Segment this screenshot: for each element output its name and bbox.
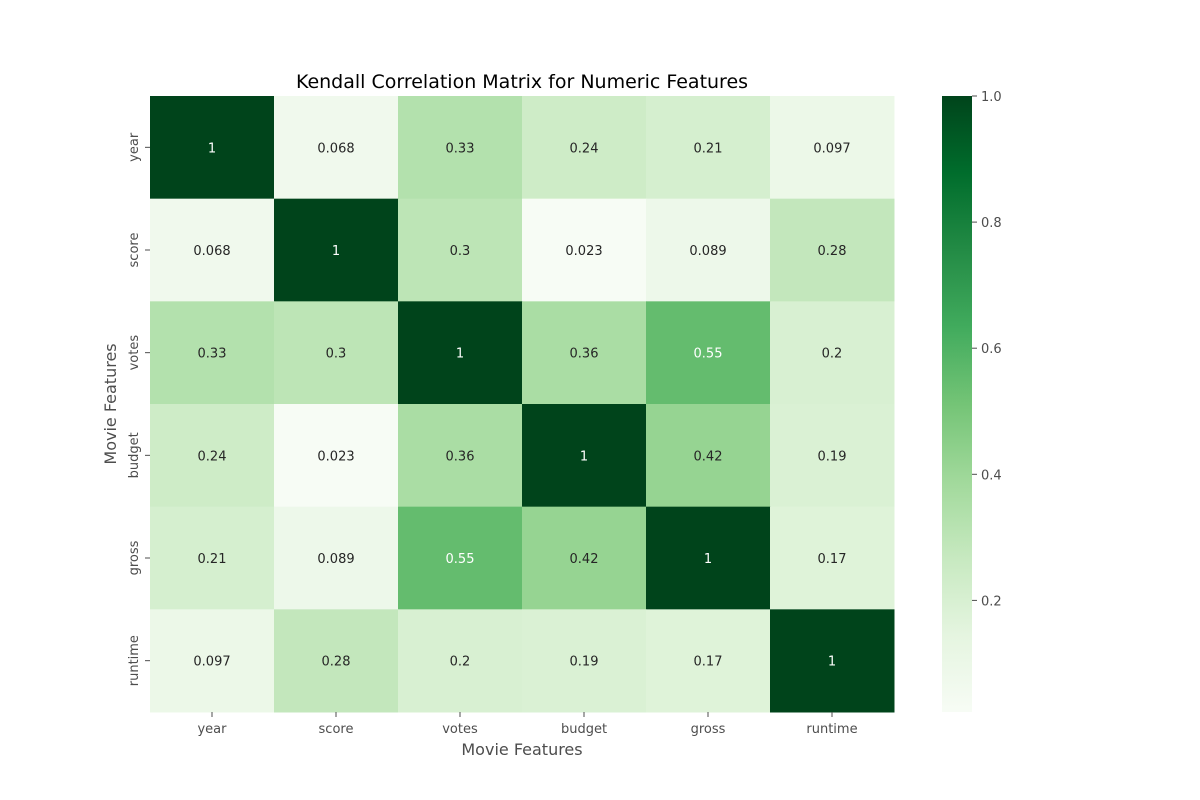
cell-value-label: 0.17 [818, 552, 847, 567]
heatmap-cell-year-score [274, 96, 399, 200]
heatmap-cell-score-year [150, 198, 275, 302]
cell-value-label: 0.089 [317, 552, 354, 567]
cell-value-label: 0.36 [570, 347, 599, 362]
heatmap-cell-year-runtime [770, 96, 895, 200]
heatmap-cell-year-budget [522, 96, 647, 200]
cell-value-label: 1 [208, 141, 216, 156]
x-tick-label-score: score [319, 722, 354, 737]
heatmap-cell-year-gross [646, 96, 771, 200]
colorbar-tick-label: 0.8 [981, 216, 1002, 231]
heatmap-cell-votes-budget [522, 301, 647, 405]
y-axis-label: Movie Features [101, 343, 120, 464]
cell-value-label: 0.023 [317, 449, 354, 464]
heatmap-cell-runtime-runtime [770, 609, 895, 713]
y-tick-label-score: score [127, 233, 142, 268]
cell-value-label: 0.17 [694, 655, 723, 670]
cell-value-label: 0.28 [322, 655, 351, 670]
heatmap-cell-votes-year [150, 301, 275, 405]
heatmap-cell-runtime-votes [398, 609, 523, 713]
cell-value-label: 0.55 [446, 552, 475, 567]
heatmap-cell-score-budget [522, 198, 647, 302]
colorbar-tick-label: 0.4 [981, 468, 1002, 483]
heatmap-cell-budget-budget [522, 404, 647, 508]
heatmap-cell-score-gross [646, 198, 771, 302]
cell-value-label: 0.068 [193, 244, 230, 259]
cell-value-label: 0.089 [689, 244, 726, 259]
x-axis-ticks: year score votes budget gross runtime [197, 712, 858, 737]
heatmap-cell-gross-votes [398, 506, 523, 610]
x-tick-label-year: year [197, 722, 227, 737]
heatmap-cell-year-year [150, 96, 275, 200]
colorbar-tick-label: 0.2 [981, 594, 1002, 609]
cell-value-label: 0.24 [570, 141, 599, 156]
cell-value-label: 0.023 [565, 244, 602, 259]
heatmap-cell-votes-gross [646, 301, 771, 405]
x-axis-label: Movie Features [461, 740, 582, 759]
colorbar-tick-label: 1.0 [981, 90, 1002, 105]
heatmap-cell-runtime-year [150, 609, 275, 713]
heatmap-cell-year-votes [398, 96, 523, 200]
heatmap-cell-runtime-score [274, 609, 399, 713]
heatmap-cell-gross-budget [522, 506, 647, 610]
y-axis-ticks: year score votes budget gross runtime [127, 132, 150, 686]
cell-value-label: 0.24 [198, 449, 227, 464]
cell-value-label: 0.33 [446, 141, 475, 156]
x-tick-label-budget: budget [561, 722, 607, 737]
heatmap-cell-runtime-budget [522, 609, 647, 713]
heatmap-cell-budget-votes [398, 404, 523, 508]
cell-value-label: 0.33 [198, 347, 227, 362]
heatmap-cell-gross-year [150, 506, 275, 610]
heatmap-cell-votes-score [274, 301, 399, 405]
colorbar-gradient [942, 96, 972, 712]
heatmap-cell-gross-gross [646, 506, 771, 610]
heatmap-cell-budget-year [150, 404, 275, 508]
heatmap-cell-votes-runtime [770, 301, 895, 405]
cell-value-label: 1 [580, 449, 588, 464]
cell-value-label: 0.068 [317, 141, 354, 156]
cell-value-label: 0.19 [818, 449, 847, 464]
cell-value-label: 0.2 [822, 347, 843, 362]
cell-value-label: 0.19 [570, 655, 599, 670]
heatmap-cell-score-score [274, 198, 399, 302]
cell-value-label: 0.2 [450, 655, 471, 670]
cell-value-label: 1 [332, 244, 340, 259]
colorbar: 0.2 0.4 0.6 0.8 1.0 [942, 90, 1002, 712]
y-tick-label-budget: budget [127, 432, 142, 478]
y-tick-label-year: year [127, 132, 142, 162]
cell-value-label: 0.42 [694, 449, 723, 464]
cell-value-label: 0.097 [193, 655, 230, 670]
cell-value-label: 0.28 [818, 244, 847, 259]
cell-value-label: 1 [828, 655, 836, 670]
heatmap-cell-runtime-gross [646, 609, 771, 713]
x-tick-label-runtime: runtime [806, 722, 857, 737]
cell-value-label: 1 [704, 552, 712, 567]
colorbar-tick-label: 0.6 [981, 342, 1002, 357]
heatmap-cell-gross-score [274, 506, 399, 610]
x-tick-label-votes: votes [442, 722, 478, 737]
chart-title: Kendall Correlation Matrix for Numeric F… [296, 71, 748, 93]
cell-value-label: 0.3 [450, 244, 471, 259]
cell-value-label: 0.3 [326, 347, 347, 362]
heatmap-cell-score-runtime [770, 198, 895, 302]
cell-value-label: 0.42 [570, 552, 599, 567]
heatmap-cell-budget-score [274, 404, 399, 508]
heatmap-cell-score-votes [398, 198, 523, 302]
y-tick-label-gross: gross [127, 540, 142, 575]
cell-value-label: 0.097 [813, 141, 850, 156]
cell-value-label: 0.55 [694, 347, 723, 362]
cell-value-label: 0.21 [198, 552, 227, 567]
cell-value-label: 1 [456, 347, 464, 362]
heatmap-cell-budget-gross [646, 404, 771, 508]
y-tick-label-runtime: runtime [127, 635, 142, 686]
cell-value-label: 0.36 [446, 449, 475, 464]
y-tick-label-votes: votes [127, 335, 142, 371]
cell-value-label: 0.21 [694, 141, 723, 156]
heatmap-cell-gross-runtime [770, 506, 895, 610]
heatmap-cell-votes-votes [398, 301, 523, 405]
x-tick-label-gross: gross [691, 722, 726, 737]
heatmap-cell-budget-runtime [770, 404, 895, 508]
